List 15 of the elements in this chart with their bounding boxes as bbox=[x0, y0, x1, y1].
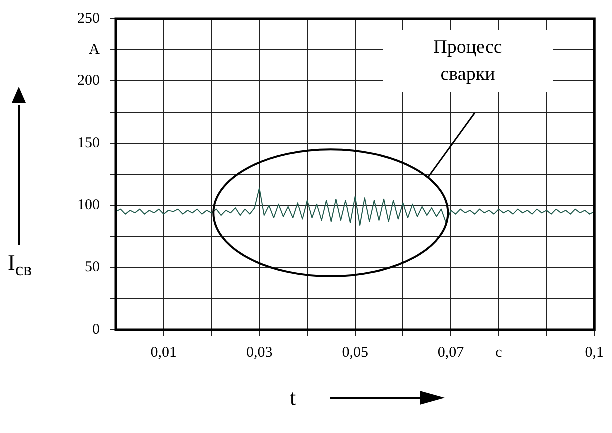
x-tick-label: 0,05 bbox=[342, 344, 368, 361]
x-tick-label: 0,07 bbox=[438, 344, 465, 361]
y-tick-label: 150 bbox=[78, 135, 100, 152]
y-tick-label: A bbox=[89, 42, 100, 58]
x-tick-label: 0,1 bbox=[585, 344, 604, 361]
x-tick-label: 0,01 bbox=[150, 344, 177, 361]
x-axis-title: t bbox=[290, 385, 296, 411]
x-tick-label: c bbox=[496, 344, 503, 361]
y-tick-label: 0 bbox=[92, 322, 100, 338]
y-tick-label: 100 bbox=[78, 198, 100, 214]
x-tick-label: 0,03 bbox=[246, 344, 273, 361]
y-tick-label: 50 bbox=[85, 260, 100, 276]
y-tick-label: 250 bbox=[78, 10, 100, 27]
y-tick-label: 200 bbox=[78, 73, 100, 90]
y-axis-title: I$_{св}$ bbox=[8, 250, 32, 280]
